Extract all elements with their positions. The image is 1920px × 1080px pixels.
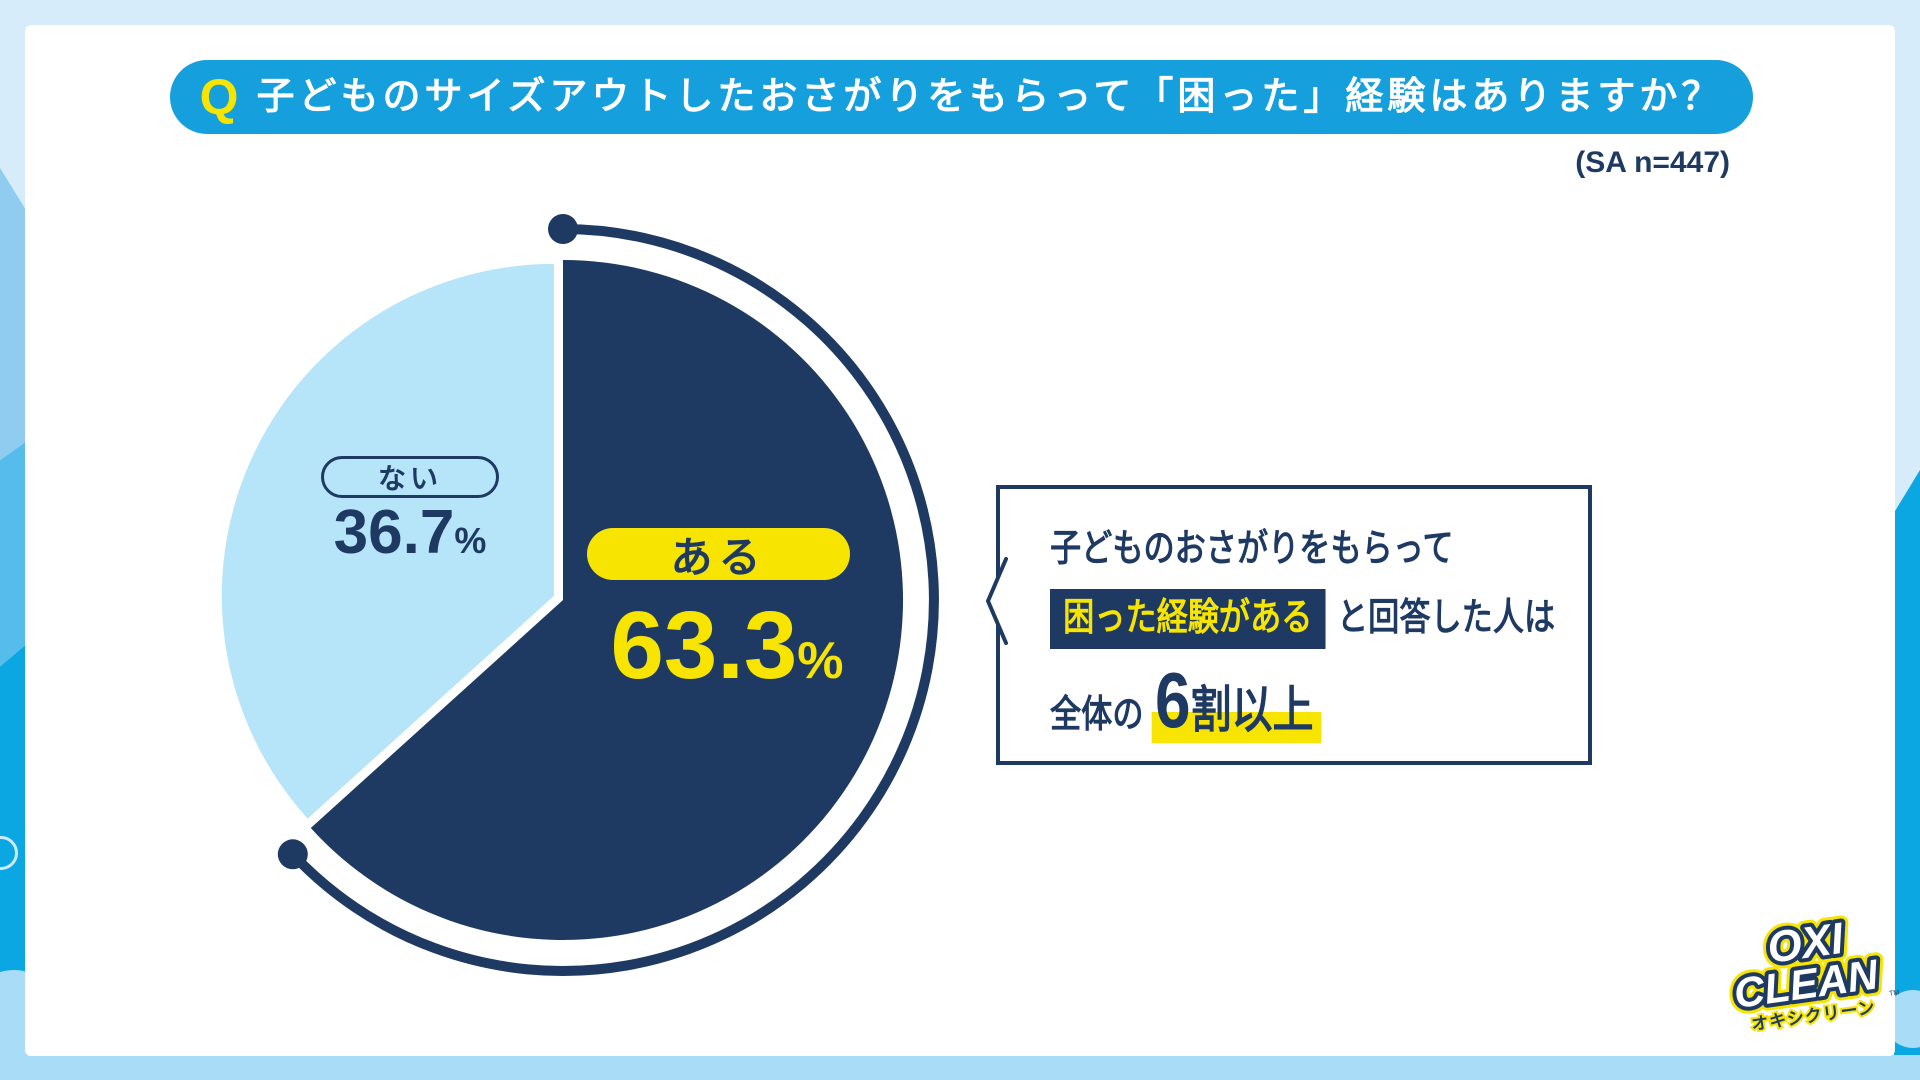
- callout-line3-suffix: 割以上: [1190, 681, 1314, 738]
- value-nai-number: 36.7: [333, 498, 455, 567]
- question-banner: Q 子どものサイズアウトしたおさがりをもらって「困った」経験はありますか？: [170, 60, 1753, 134]
- pie-slice-aru: [310, 260, 904, 941]
- callout-tail-chevron: [986, 557, 1008, 645]
- pie-ring-dot-start: [548, 214, 578, 244]
- frame-wave-left-top: [0, 168, 26, 468]
- callout-box: 子どものおさがりをもらって 困った経験がある と回答した人は 全体の 6 割以上: [986, 485, 1592, 765]
- frame-wave-left-mid: [0, 442, 26, 672]
- q-badge: Q: [199, 69, 239, 125]
- callout-line3: 全体の 6 割以上: [1050, 655, 1491, 744]
- value-aru-number: 63.3: [610, 592, 798, 699]
- value-aru: 63.3%: [577, 598, 877, 694]
- callout-line2: 困った経験がある と回答した人は: [1050, 588, 1555, 649]
- callout-line3-number: 6: [1154, 655, 1191, 744]
- callout-line1: 子どものおさがりをもらって: [1050, 528, 1454, 570]
- label-nai-text: ない: [377, 463, 442, 494]
- pie-ring-dot-end: [277, 839, 308, 870]
- pie-slice-nai: [221, 263, 554, 819]
- value-nai: 36.7%: [300, 502, 520, 564]
- frame-band-bottom: [0, 1055, 1920, 1080]
- callout-line2-rest: と回答した人は: [1337, 596, 1556, 639]
- label-nai-pill: ない: [321, 456, 499, 498]
- frame-wave-right: [1894, 470, 1920, 1080]
- callout-line3-marked: 6 割以上: [1151, 655, 1322, 744]
- question-title: 子どものサイズアウトしたおさがりをもらって「困った」経験はありますか？: [256, 76, 1724, 118]
- sample-size-note: (SA n=447): [1575, 146, 1730, 179]
- logo-tm-mark: TM: [1889, 989, 1900, 997]
- label-aru-pill: ある: [587, 528, 850, 581]
- callout-line3-prefix: 全体の: [1050, 693, 1144, 736]
- value-nai-percent-sign: %: [454, 520, 487, 561]
- label-aru-text: ある: [670, 533, 767, 581]
- callout-highlight: 困った経験がある: [1050, 588, 1326, 649]
- oxiclean-logo: OXI CLEAN OXI CLEAN オキシクリーン TM: [1724, 910, 1900, 1036]
- callout-tail: [986, 557, 1008, 645]
- pie-emphasis-ring: [289, 224, 939, 976]
- value-aru-percent-sign: %: [797, 632, 844, 690]
- pie-chart: [221, 214, 939, 976]
